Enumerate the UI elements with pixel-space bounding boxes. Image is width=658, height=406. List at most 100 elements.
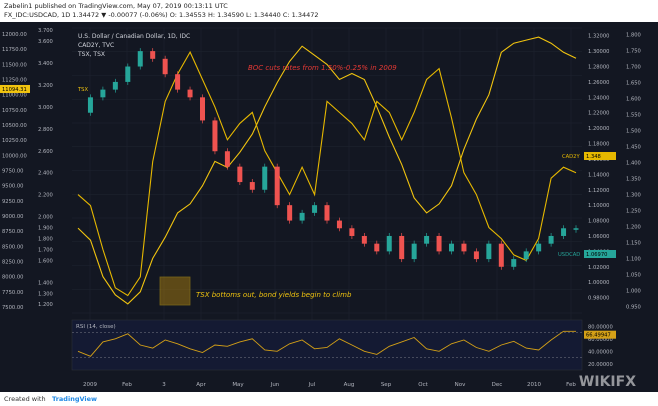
- usdcad-candle: [224, 151, 230, 167]
- tsx-last-value: 11094.31: [2, 87, 27, 93]
- usdcad-candle: [137, 51, 143, 67]
- cad2y-tick-label: 2.800: [38, 127, 53, 133]
- usdcad-tick-label: 1.22000: [588, 111, 609, 117]
- x-tick-label: Apr: [196, 382, 206, 388]
- rsi-tick-label: 40.00000: [588, 349, 613, 355]
- usdcad-tick-label: 1.24000: [588, 95, 609, 101]
- cad2y-tick-label: 3.200: [38, 83, 53, 89]
- usdcad-candle: [573, 228, 579, 230]
- scale4-tick-label: 1.650: [626, 80, 641, 86]
- usdcad-candle: [523, 251, 529, 260]
- tsx-tick-label: 7500.00: [2, 305, 23, 311]
- usdcad-candle: [486, 243, 492, 260]
- x-tick-label: Jun: [270, 382, 280, 388]
- usdcad-candle: [249, 182, 255, 190]
- tsx-last-badge: [0, 84, 30, 93]
- scale4-tick-label: 1.300: [626, 193, 641, 199]
- chart-header: Zabelin1 published on TradingView.com, M…: [0, 0, 658, 22]
- tsx-tick-label: 11750.00: [2, 47, 27, 53]
- series-line-tsx: [77, 36, 577, 305]
- scale4-tick-label: 1.550: [626, 112, 641, 118]
- x-tick-label: Sep: [381, 382, 392, 388]
- tsx-tick-label: 9250.00: [2, 199, 23, 205]
- tsx-tick-label: 11250.00: [2, 78, 27, 84]
- usdcad-candle: [175, 74, 181, 90]
- usdcad-candle: [548, 235, 554, 244]
- usdcad-candle: [324, 205, 330, 221]
- usdcad-tick-label: 1.06000: [588, 234, 609, 240]
- usdcad-tick-label: 1.10000: [588, 203, 609, 209]
- cad2y-tag: CAD2Y: [562, 154, 580, 160]
- usdcad-tick-label: 1.32000: [588, 34, 609, 40]
- usdcad-candle: [287, 205, 293, 221]
- usdcad-candle: [424, 235, 430, 244]
- watermark: WIKIFX: [579, 374, 636, 390]
- usdcad-candle: [511, 259, 517, 267]
- usdcad-tick-label: 1.18000: [588, 142, 609, 148]
- x-tick-label: Oct: [418, 382, 428, 388]
- cad2y-tick-label: 1.600: [38, 258, 53, 264]
- usdcad-tick-label: 1.08000: [588, 219, 609, 225]
- cad2y-tick-label: 1.900: [38, 226, 53, 232]
- cad2y-tick-label: 1.700: [38, 247, 53, 253]
- usdcad-candle: [200, 97, 205, 121]
- usdcad-candle: [125, 66, 131, 82]
- usdcad-candle: [299, 212, 305, 221]
- scale4-tick-label: 1.750: [626, 48, 641, 54]
- series-line-rsi: [77, 330, 576, 357]
- scale4-tick-label: 0.950: [626, 305, 641, 311]
- rsi-pane: [71, 319, 583, 371]
- usdcad-candle: [87, 97, 93, 113]
- tsx-tick-label: 11000.00: [2, 93, 27, 99]
- scale4-tick-label: 1.000: [626, 289, 641, 295]
- cad2y-tick-label: 1.400: [38, 280, 53, 286]
- legend-entry: U.S. Dollar / Canadian Dollar, 1D, IDC: [78, 33, 190, 40]
- usdcad-tick-label: 1.26000: [588, 80, 609, 86]
- usdcad-candle: [536, 243, 542, 252]
- usdcad-candle: [411, 243, 417, 260]
- usdcad-candle: [262, 166, 268, 190]
- tsx-tick-label: 9750.00: [2, 169, 23, 175]
- chart-svg[interactable]: 12000.00 11750.00 11500.00 11250.00 11000.00…: [0, 22, 658, 392]
- usdcad-tick-label: 1.14000: [588, 172, 609, 178]
- chart-area[interactable]: 12000.00 11750.00 11500.00 11250.00 11000.00…: [0, 22, 658, 392]
- usdcad-tag: USDCAD: [558, 252, 580, 258]
- usdcad-candle: [461, 243, 467, 252]
- usdcad-candle: [187, 89, 193, 98]
- usdcad-candle: [349, 228, 355, 236]
- scale4-tick-label: 1.250: [626, 209, 641, 215]
- rsi-label: RSI (14, close): [76, 324, 116, 330]
- footer-brand[interactable]: TradingView: [52, 395, 98, 403]
- usdcad-tick-label: 1.20000: [588, 126, 609, 132]
- usdcad-candle: [473, 251, 479, 260]
- cad2y-last-value: 1.348: [586, 154, 601, 160]
- usdcad-tick-label: 1.00000: [588, 280, 609, 286]
- cad2y-tick-label: 3.400: [38, 61, 53, 67]
- tsx-tick-label: 7750.00: [2, 290, 23, 296]
- x-tick-label: Feb: [566, 382, 576, 388]
- usdcad-candle: [100, 89, 106, 98]
- series-line-cad2y: [77, 50, 577, 297]
- tsx-tick-label: 11500.00: [2, 62, 27, 68]
- annotation-boc: BOC cuts rates from 1.50%-0.25% in 2009: [248, 64, 397, 72]
- x-tick-label: Aug: [344, 382, 355, 388]
- usdcad-candle: [361, 235, 367, 244]
- scale4-tick-label: 1.700: [626, 64, 641, 70]
- legend-entry: TSX, TSX: [77, 51, 105, 58]
- usdcad-last-value: 1.06970: [586, 252, 607, 258]
- scale4-tick-label: 1.150: [626, 241, 641, 247]
- scale4-tick-label: 1.100: [626, 257, 641, 263]
- cad2y-tick-label: 1.200: [38, 302, 53, 308]
- usdcad-candle: [374, 243, 380, 252]
- x-tick-label: Nov: [455, 382, 466, 388]
- usdcad-tick-label: 0.98000: [588, 296, 609, 302]
- cad2y-tick-label: 2.200: [38, 193, 53, 199]
- tsx-tick-label: 10500.00: [2, 123, 27, 129]
- cad2y-tick-label: 3.000: [38, 105, 53, 111]
- usdcad-candle: [162, 58, 168, 75]
- x-tick-label: 2010: [527, 382, 541, 388]
- usdcad-tick-label: 1.12000: [588, 188, 609, 194]
- annotation-tsx-box: [159, 276, 191, 306]
- usdcad-tick-label: 1.28000: [588, 65, 609, 71]
